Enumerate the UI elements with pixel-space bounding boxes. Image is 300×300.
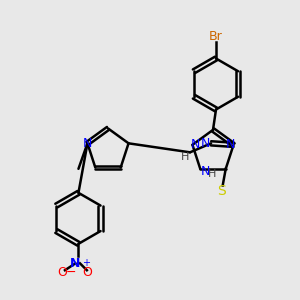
Text: N: N — [83, 137, 92, 150]
Text: N: N — [200, 137, 210, 150]
Text: N: N — [201, 166, 210, 178]
Text: −: − — [66, 266, 76, 279]
Text: +: + — [82, 258, 90, 268]
Text: H: H — [182, 152, 190, 162]
Text: N: N — [191, 138, 200, 151]
Text: N: N — [70, 257, 80, 270]
Text: Br: Br — [209, 29, 223, 43]
Text: H: H — [208, 169, 216, 179]
Text: O: O — [82, 266, 92, 279]
Text: N: N — [226, 138, 235, 151]
Text: O: O — [57, 266, 67, 279]
Text: S: S — [217, 184, 226, 199]
